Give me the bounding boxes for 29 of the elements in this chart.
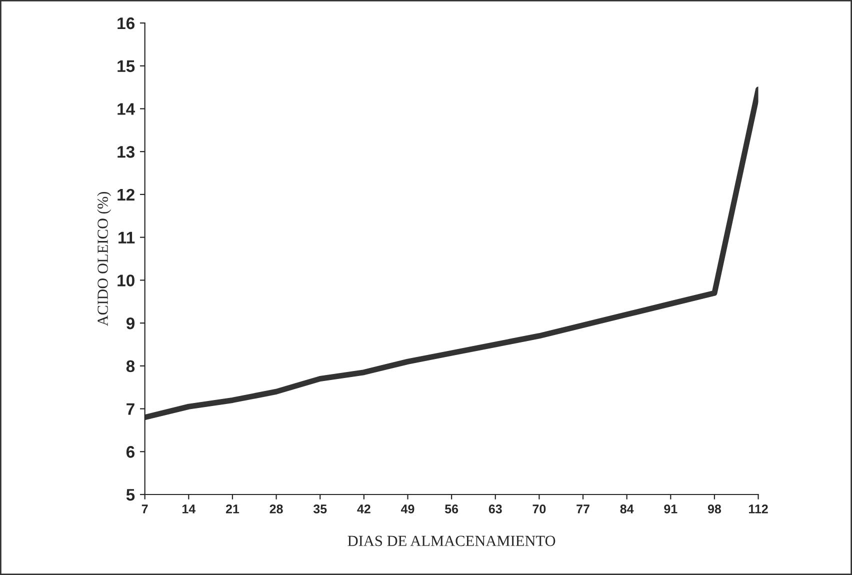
y-tick-label: 8 — [126, 360, 135, 372]
y-tick-label: 11 — [118, 232, 135, 244]
x-tick-label: 21 — [226, 504, 240, 514]
y-axis-title: ACIDO OLEICO (%) — [97, 192, 112, 326]
y-tick-label: 12 — [118, 188, 134, 200]
y-tick-label: 7 — [126, 403, 134, 415]
x-tick-label: 84 — [620, 504, 634, 514]
x-tick-label: 98 — [708, 504, 722, 514]
y-tick-label: 6 — [126, 446, 135, 458]
x-tick-label: 7 — [142, 504, 148, 514]
x-tick-label: 35 — [313, 504, 327, 514]
x-tick-label: 63 — [488, 504, 502, 514]
x-tick-label: 91 — [664, 504, 678, 514]
x-tick-label: 28 — [270, 504, 283, 514]
y-tick-label: 14 — [118, 103, 136, 115]
x-tick-label: 42 — [357, 504, 370, 514]
x-tick-label: 56 — [444, 504, 458, 514]
y-tick-label: 15 — [118, 60, 135, 72]
y-tick-label: 5 — [126, 489, 135, 501]
x-tick-label: 70 — [532, 504, 546, 514]
y-tick-label: 16 — [118, 17, 135, 30]
x-tick-label: 49 — [400, 504, 414, 514]
y-tick-label: 13 — [118, 146, 135, 158]
y-tick-label: 9 — [126, 317, 134, 330]
x-tick-label: 14 — [182, 504, 196, 514]
x-tick-label: 77 — [576, 504, 590, 514]
x-axis-title: DIAS DE ALMACENAMIENTO — [348, 536, 556, 546]
y-tick-label: 10 — [118, 274, 134, 286]
x-tick-label: 112 — [748, 504, 768, 514]
